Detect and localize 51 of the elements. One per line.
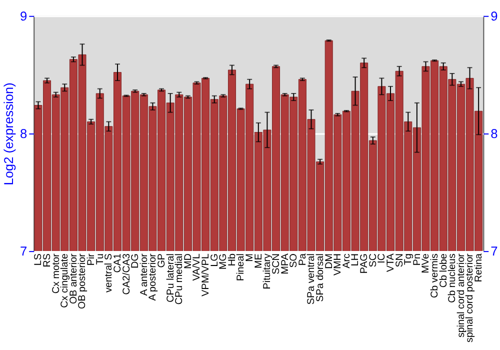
- x-tick-label: DG: [130, 254, 142, 268]
- x-tick-label: MPA: [280, 253, 291, 274]
- x-tick-label: Tu: [94, 254, 106, 265]
- x-tick-label: CA1: [112, 253, 124, 273]
- y-axis-title: Log2 (expression): [1, 82, 16, 186]
- y2-tick-label: 7: [490, 244, 498, 259]
- x-tick-label: OB posterior: [77, 252, 88, 309]
- x-tick-label: Tg: [403, 254, 414, 266]
- x-tick-label: SPa dorsal: [315, 254, 326, 302]
- x-tick-label: OB anterior: [68, 252, 80, 304]
- x-tick-label: CPu medial: [174, 254, 186, 305]
- x-tick-label: spinal cord posterior: [464, 252, 476, 342]
- x-tick-label: Cx cingulate: [60, 253, 71, 308]
- x-tick-label: Retina: [474, 253, 485, 282]
- x-tick-label: Pir: [86, 252, 98, 266]
- x-tick-label: spinal cord anterior: [456, 252, 467, 338]
- x-tick-label: GP: [156, 253, 168, 268]
- x-tick-label: SCN: [270, 254, 282, 274]
- x-tick-label: Hb: [226, 253, 238, 266]
- x-tick-label: Arc: [341, 253, 352, 268]
- y2-tick-label: 9: [490, 8, 498, 24]
- y2-tick-label: 8: [490, 126, 498, 141]
- x-tick-label: LH: [350, 254, 362, 266]
- x-tick-label: Cb nucleus: [447, 253, 458, 303]
- x-tick-label: Pa: [297, 253, 308, 266]
- x-tick-label: PAG: [359, 254, 370, 274]
- x-tick-label: SO: [288, 253, 300, 268]
- x-tick-label: MVe: [420, 253, 432, 274]
- x-tick-label: ventral S: [104, 253, 115, 293]
- x-tick-label: SN: [394, 254, 406, 268]
- y-tick-label: 9: [20, 8, 28, 24]
- y-tick-label: 7: [20, 244, 28, 259]
- x-tick-label: Pineal: [236, 254, 247, 281]
- x-tick-label: SC: [368, 254, 379, 268]
- x-tick-label: Pituitary: [262, 253, 274, 290]
- x-tick-label: CA2/CA3: [121, 253, 132, 295]
- x-tick-label: RS: [42, 253, 53, 268]
- x-tick-label: LS: [33, 253, 44, 266]
- x-tick-label: ME: [253, 253, 264, 268]
- x-tick-label: LG: [209, 254, 220, 267]
- x-tick-label: Cb lobe: [438, 253, 450, 288]
- x-tick-label: Pn: [412, 254, 423, 266]
- x-tick-label: VTA: [385, 253, 396, 272]
- x-tick-label: VPM/VPL: [200, 253, 212, 296]
- x-tick-label: DM: [324, 254, 335, 269]
- x-tick-label: A posterior: [148, 252, 159, 301]
- x-tick-label: A anterior: [138, 252, 150, 296]
- x-tick-label: M: [244, 254, 256, 262]
- y-tick-label: 8: [20, 126, 28, 141]
- x-tick-label: VMH: [332, 254, 344, 276]
- x-tick-label: IC: [376, 254, 388, 264]
